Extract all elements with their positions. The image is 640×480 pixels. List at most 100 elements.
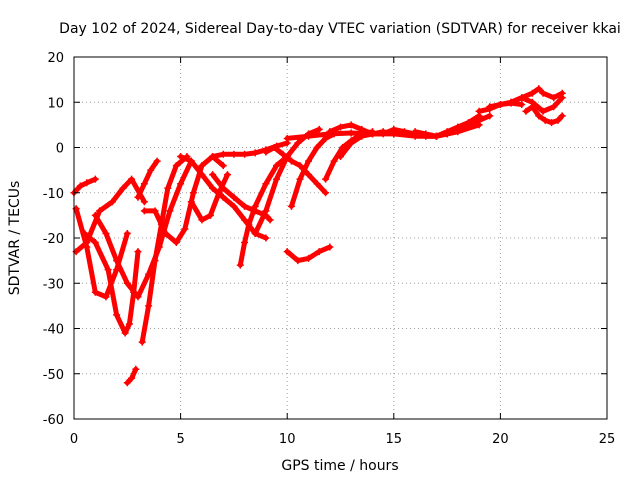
data-point — [134, 248, 142, 256]
data-point — [496, 101, 504, 109]
data-point — [315, 248, 323, 256]
data-point — [550, 94, 558, 102]
data-point — [347, 139, 355, 147]
data-point — [209, 171, 217, 179]
data-point — [422, 130, 430, 138]
data-point — [215, 189, 223, 197]
data-point — [132, 365, 140, 373]
data-point — [121, 329, 129, 337]
data-point — [209, 153, 217, 161]
y-tick-label: -30 — [43, 277, 64, 292]
data-point — [219, 193, 227, 201]
data-point — [198, 171, 206, 179]
x-tick-label: 10 — [279, 432, 296, 447]
data-point — [251, 229, 259, 237]
data-point — [539, 107, 547, 115]
data-point — [241, 150, 249, 158]
data-point — [550, 103, 558, 111]
data-point — [294, 257, 302, 265]
x-tick-label: 5 — [176, 432, 184, 447]
data-point — [262, 207, 270, 215]
series-arc-4 — [81, 229, 142, 337]
data-point — [464, 119, 472, 127]
y-tick-label: -50 — [43, 368, 64, 383]
data-point — [347, 129, 355, 137]
data-point — [322, 175, 330, 183]
data-point — [198, 162, 206, 170]
data-point — [486, 112, 494, 120]
y-tick-label: 0 — [56, 142, 64, 157]
data-point — [189, 189, 197, 197]
data-point — [187, 198, 195, 206]
data-point — [337, 123, 344, 131]
data-point — [322, 189, 330, 197]
data-point — [123, 379, 131, 387]
data-point — [91, 211, 99, 219]
data-point — [236, 261, 244, 269]
data-point — [219, 150, 227, 158]
y-tick-label: 10 — [47, 96, 64, 111]
data-point — [558, 112, 566, 120]
data-point — [432, 132, 440, 140]
data-point — [241, 216, 249, 224]
y-axis-label: SDTVAR / TECUs — [7, 181, 23, 296]
data-point — [347, 121, 355, 129]
data-point — [518, 94, 526, 102]
data-point — [198, 216, 206, 224]
series-arc — [92, 158, 194, 300]
data-point — [326, 243, 334, 251]
series-arc-5 — [91, 157, 195, 301]
data-point — [390, 130, 398, 138]
data-point — [541, 116, 549, 124]
data-point — [224, 171, 232, 179]
series-arc-10 — [177, 153, 270, 242]
x-tick-label: 25 — [599, 432, 616, 447]
data-point — [153, 157, 161, 165]
data-point — [296, 175, 304, 183]
x-tick-label: 0 — [70, 432, 78, 447]
data-point — [262, 148, 270, 156]
data-point — [187, 157, 195, 165]
series-arc-17 — [283, 243, 334, 265]
data-point — [294, 139, 302, 147]
data-point — [206, 211, 214, 219]
data-point — [283, 134, 291, 142]
data-point — [230, 193, 238, 201]
data-point — [108, 198, 116, 206]
series-arc — [135, 158, 160, 200]
data-point — [91, 239, 99, 247]
data-point — [140, 207, 148, 215]
data-point — [138, 338, 146, 346]
grid-lines — [74, 57, 607, 419]
data-point — [209, 184, 217, 192]
data-point — [140, 198, 148, 206]
data-point — [102, 293, 110, 301]
series-arc-16 — [262, 144, 330, 197]
data-point — [172, 239, 180, 247]
data-point — [270, 144, 278, 151]
data-point — [507, 98, 515, 106]
data-point — [411, 128, 419, 136]
data-marks — [70, 85, 566, 387]
data-point — [162, 229, 170, 237]
series-arc — [71, 176, 98, 196]
series-arc — [289, 131, 337, 209]
data-point — [305, 157, 313, 165]
data-point — [518, 101, 526, 109]
data-point — [273, 162, 281, 170]
data-point — [83, 179, 91, 187]
data-point — [305, 254, 313, 262]
data-point — [172, 162, 180, 170]
data-point — [539, 89, 547, 97]
x-tick-label: 20 — [492, 432, 509, 447]
data-point — [251, 149, 259, 157]
data-point — [164, 184, 172, 192]
data-point — [181, 225, 189, 233]
y-tick-label: 20 — [47, 51, 64, 66]
data-point — [475, 107, 483, 115]
data-point — [279, 150, 287, 158]
data-point — [91, 288, 99, 296]
data-point — [273, 175, 281, 183]
data-point — [230, 150, 238, 158]
y-tick-label: -10 — [43, 187, 64, 202]
